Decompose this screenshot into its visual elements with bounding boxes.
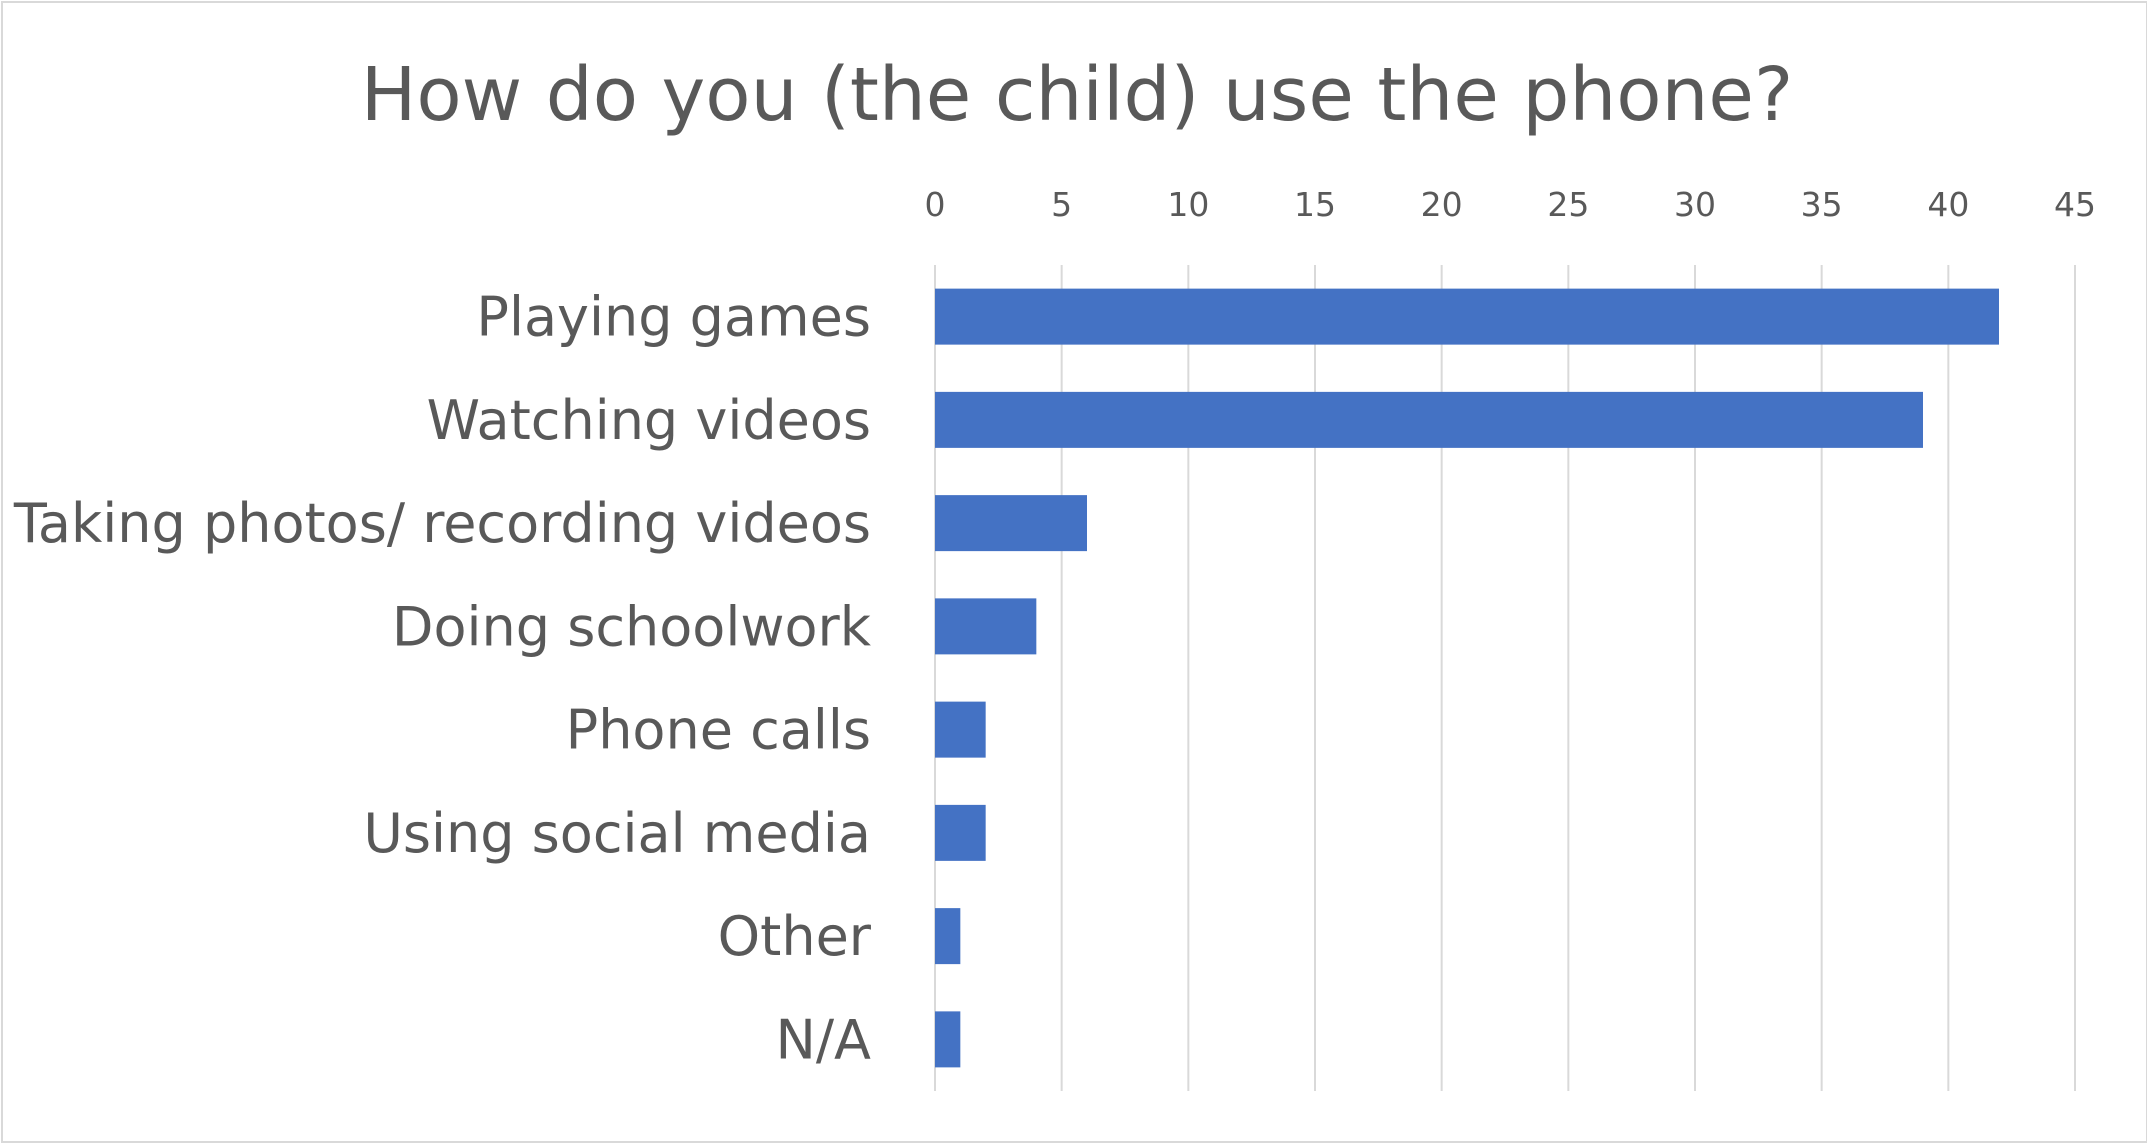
category-label: Watching videos: [427, 389, 871, 452]
category-label: Playing games: [476, 286, 871, 349]
chart-title: How do you (the child) use the phone?: [361, 52, 1793, 138]
x-tick-label: 20: [1421, 185, 1463, 224]
bars: [935, 288, 1999, 1068]
category-labels: Playing games Watching videos Taking photo…: [13, 286, 872, 1072]
x-axis-tick-labels: 0 5 10 15 20 25 30 35 40 45: [925, 185, 2097, 224]
gridlines: [934, 265, 2076, 1091]
bar-other: [935, 908, 961, 965]
x-tick-label: 5: [1051, 185, 1072, 224]
x-tick-label: 35: [1801, 185, 1843, 224]
x-tick-label: 0: [925, 185, 946, 224]
category-label: Phone calls: [566, 699, 871, 762]
category-label: Doing schoolwork: [392, 595, 872, 658]
bar-n-a: [935, 1011, 961, 1068]
x-tick-label: 10: [1167, 185, 1209, 224]
category-label: N/A: [775, 1008, 871, 1071]
x-tick-label: 30: [1674, 185, 1716, 224]
category-label: Taking photos/ recording videos: [13, 492, 871, 555]
bar-phone-calls: [935, 701, 986, 758]
x-tick-label: 25: [1547, 185, 1589, 224]
category-label: Using social media: [363, 802, 871, 865]
category-label: Other: [718, 905, 872, 968]
bar-playing-games: [935, 288, 1999, 345]
x-tick-label: 45: [2054, 185, 2096, 224]
x-tick-label: 15: [1294, 185, 1336, 224]
bar-watching-videos: [935, 391, 1923, 448]
bar-taking-photos-recording-videos: [935, 495, 1087, 552]
bar-doing-schoolwork: [935, 598, 1037, 655]
x-tick-label: 40: [1927, 185, 1969, 224]
bar-using-social-media: [935, 804, 986, 861]
bar-chart: How do you (the child) use the phone? 0 5…: [13, 52, 2097, 1091]
